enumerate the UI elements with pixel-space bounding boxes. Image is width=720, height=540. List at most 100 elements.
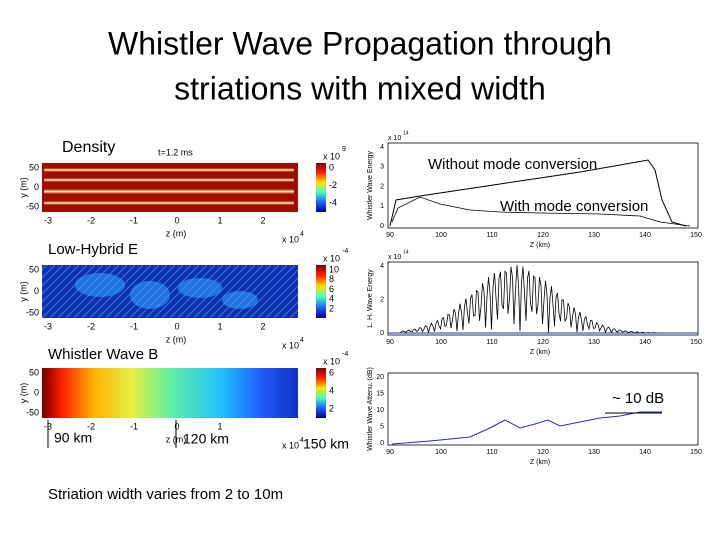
- y-tick-label: 0: [380, 330, 384, 337]
- y-label: Whistler Wave Attenu. (dB): [367, 367, 374, 451]
- cb-tick-label: 4: [329, 385, 334, 395]
- x-tick-label: 0: [174, 421, 179, 431]
- x-label: Z (km): [530, 349, 550, 356]
- y-label: y (m): [18, 177, 28, 198]
- cb-tick-label: -4: [329, 197, 337, 207]
- y-tick-label: 0: [34, 182, 39, 192]
- y-tick-label: 15: [376, 390, 384, 397]
- x-exp: 4: [300, 437, 304, 444]
- x-tick-label: 100: [435, 232, 447, 239]
- x-tick-label: -3: [44, 215, 52, 225]
- y-tick-label: 0: [380, 223, 384, 230]
- x-tick-label: 2: [260, 215, 265, 225]
- curve: [391, 196, 691, 227]
- x-label: Z (km): [530, 242, 550, 249]
- colorbar: [316, 368, 326, 418]
- annotation: 150 km: [303, 436, 349, 452]
- x-tick-label: 110: [486, 449, 497, 456]
- y-tick-label: 4: [380, 263, 384, 270]
- x-tick-label: 90: [386, 449, 394, 456]
- y-tick-label: 50: [29, 162, 39, 172]
- x-tick-label: -3: [44, 421, 52, 431]
- title: Whistler Wave Propagation through: [108, 25, 612, 61]
- y-label: Whistler Wave Energy: [367, 151, 374, 220]
- x-tick-label: 0: [174, 321, 179, 331]
- y-tick-label: 2: [380, 296, 384, 303]
- y-tick-label: 3: [380, 164, 384, 171]
- x-scale: x 10: [282, 234, 299, 244]
- x-label: z (m): [166, 434, 187, 444]
- y-tick-label: 0: [34, 387, 39, 397]
- cb-tick-label: 2: [329, 403, 334, 413]
- curve: [399, 265, 660, 334]
- lh-patches: [75, 273, 258, 309]
- cb-tick-label: 2: [329, 303, 334, 313]
- cb-scale: x 10: [323, 253, 340, 263]
- x-tick-label: 150: [690, 232, 702, 239]
- x-tick-label: 140: [639, 339, 651, 346]
- x-tick-label: 130: [588, 232, 600, 239]
- curve: [389, 159, 687, 227]
- cb-exp: -4: [342, 351, 348, 358]
- cb-tick-label: 10: [329, 264, 339, 274]
- panel-label: Whistler Wave B: [48, 346, 158, 363]
- y-tick-label: 1: [380, 203, 384, 210]
- y-tick-label: -50: [26, 307, 39, 317]
- x-tick-label: -2: [87, 215, 95, 225]
- x-tick-label: -1: [130, 215, 138, 225]
- cb-tick-label: 6: [329, 284, 334, 294]
- x-tick-label: -3: [44, 321, 52, 331]
- y-tick-label: 20: [376, 374, 384, 381]
- y-tick-label: 0: [34, 286, 39, 296]
- y-scale: x 10: [388, 135, 401, 142]
- x-tick-label: -1: [130, 421, 138, 431]
- cb-tick-label: 0: [329, 162, 334, 172]
- y-tick-label: 5: [380, 423, 384, 430]
- y-tick-label: 10: [376, 407, 384, 414]
- x-tick-label: 110: [486, 339, 497, 346]
- y-tick-label: 50: [29, 264, 39, 274]
- colorbar: [316, 163, 326, 212]
- y-tick-label: 2: [380, 183, 384, 190]
- panel-label: Low-Hybrid E: [48, 241, 138, 258]
- x-tick-label: 1: [217, 421, 222, 431]
- cb-tick-label: 6: [329, 367, 334, 377]
- y-tick-label: 0: [380, 440, 384, 447]
- x-tick-label: 120: [537, 339, 549, 346]
- annotation: 120 km: [183, 431, 229, 447]
- cb-exp: 9: [342, 146, 346, 153]
- y-label: y (m): [18, 281, 28, 302]
- cb-tick-label: 8: [329, 274, 334, 284]
- heatmap-wb: [42, 368, 298, 418]
- y-exp: 14: [403, 130, 409, 136]
- y-label: L. H. Wave Energy: [367, 269, 374, 328]
- x-tick-label: -2: [87, 421, 95, 431]
- x-tick-label: 150: [690, 449, 702, 456]
- x-scale: x 10: [282, 340, 299, 350]
- x-tick-label: 0: [174, 215, 179, 225]
- x-label: z (m): [166, 334, 187, 344]
- x-tick-label: 1: [217, 215, 222, 225]
- x-tick-label: 1: [217, 321, 222, 331]
- cb-tick-label: 4: [329, 294, 334, 304]
- curve: [391, 411, 662, 445]
- x-tick-label: 130: [588, 339, 600, 346]
- x-tick-label: 120: [537, 449, 549, 456]
- x-tick-label: 130: [588, 449, 600, 456]
- x-tick-label: 90: [386, 339, 394, 346]
- y-tick-label: -50: [26, 201, 39, 211]
- cb-scale: x 10: [323, 356, 340, 366]
- colorbar: [316, 265, 326, 318]
- cb-exp: -4: [342, 248, 348, 255]
- plot-frames: [387, 142, 699, 446]
- x-tick-label: 100: [435, 449, 447, 456]
- x-label: z (m): [166, 228, 187, 238]
- x-tick-label: 150: [690, 339, 702, 346]
- y-tick-label: 50: [29, 367, 39, 377]
- x-exp: 4: [300, 231, 304, 238]
- annotation: Without mode conversion: [428, 156, 597, 173]
- x-tick-label: -1: [130, 321, 138, 331]
- striations: [44, 168, 294, 205]
- x-tick-label: -2: [87, 321, 95, 331]
